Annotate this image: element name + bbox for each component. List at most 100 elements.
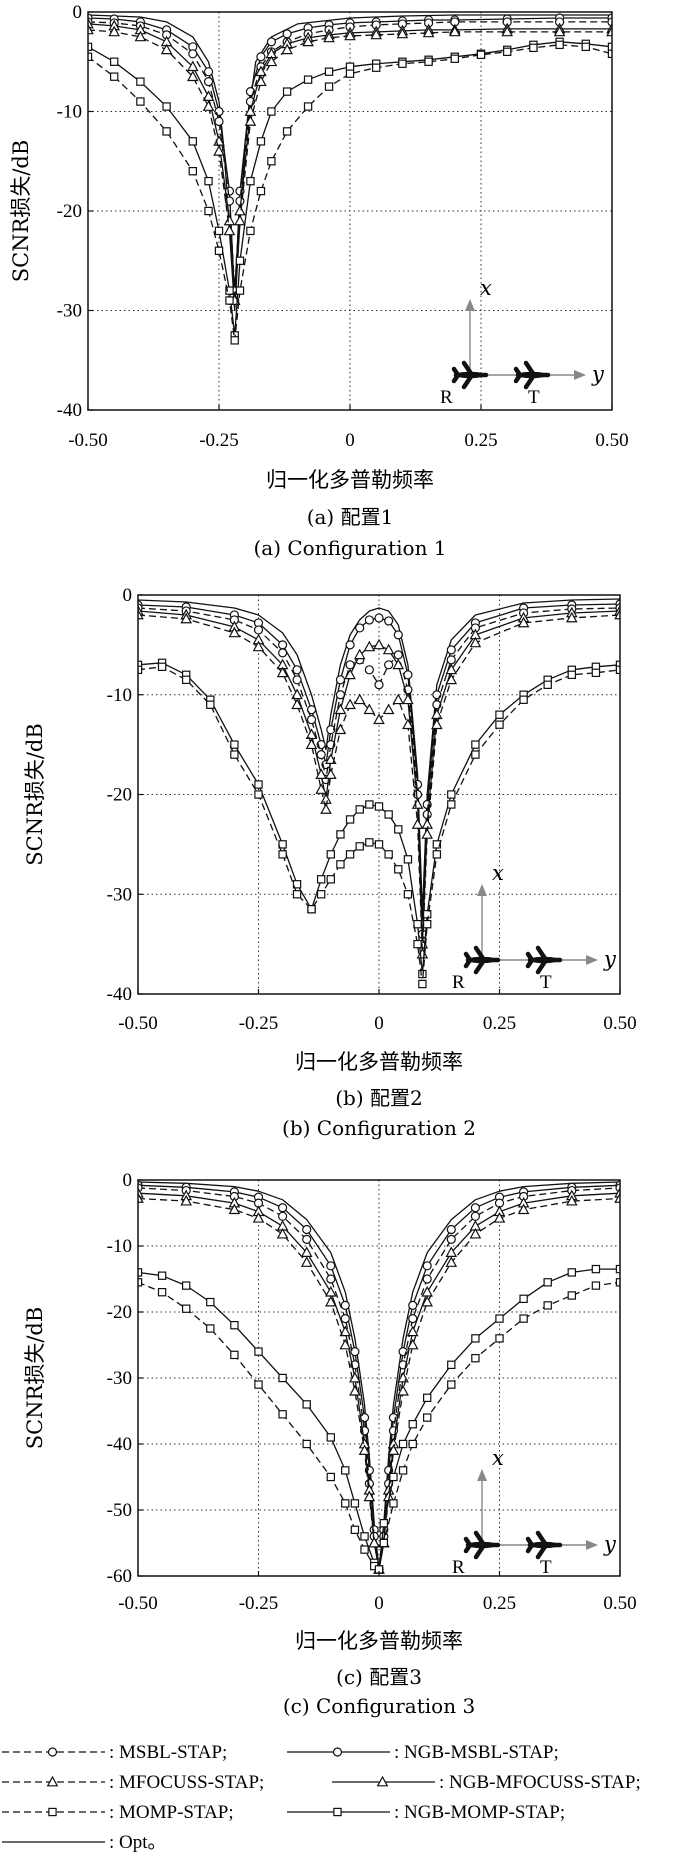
y-tick-label: -10 (57, 102, 82, 123)
data-point (450, 54, 460, 63)
data-point (234, 214, 246, 226)
data-point (254, 1347, 263, 1356)
chart-panel-1: x y R T -0.50 -0.25 0 0.25 0.50 0 -10 -20 -30 -40 归一化多… (9, 2, 629, 560)
data-point (470, 1211, 480, 1221)
data-point (336, 830, 345, 839)
data-point (495, 710, 504, 719)
data-point (495, 1334, 504, 1343)
data-point (162, 127, 171, 136)
y-tick-label: 0 (123, 1170, 133, 1191)
legend-entry: : MOMP-STAP; (2, 1802, 234, 1823)
data-point (565, 1194, 578, 1206)
data-point (235, 256, 245, 265)
transmitter-plane-icon (525, 945, 563, 975)
data-point (228, 1203, 241, 1215)
receiver-plane-icon (451, 360, 489, 390)
data-point (364, 615, 374, 625)
legend-label: : NGB-MOMP-STAP; (394, 1802, 565, 1823)
legend-entry: : MSBL-STAP; (2, 1742, 227, 1763)
data-point (109, 57, 119, 66)
caption-cn: (c) 配置3 (336, 1665, 422, 1689)
data-point (397, 1384, 409, 1396)
inset-r-label: R (452, 972, 465, 993)
data-point (384, 616, 394, 626)
data-point (360, 1545, 369, 1554)
data-point (353, 693, 366, 705)
data-point (326, 1472, 336, 1482)
data-point (323, 31, 335, 43)
data-point (206, 1297, 215, 1307)
data-point (382, 643, 395, 655)
x-tick-label: 0 (345, 430, 355, 451)
inset-y-axis-label: y (603, 1532, 617, 1556)
x-tick-label: 0 (374, 1593, 384, 1614)
data-point (471, 1353, 480, 1363)
data-point (203, 67, 214, 77)
data-point (244, 115, 257, 126)
x-axis-label: 归一化多普勒频率 (266, 468, 434, 492)
series-line-ngb-momp-stap (138, 662, 620, 975)
data-point (422, 1261, 432, 1271)
geometry-inset: x y R T (440, 276, 605, 408)
y-tick-label: -20 (57, 201, 82, 222)
data-point (188, 137, 197, 146)
series-line-ngb-msbl-stap (138, 1184, 620, 1571)
data-point (344, 698, 356, 710)
data-point (225, 296, 234, 305)
data-point (228, 626, 241, 638)
series-line-opt (88, 14, 612, 312)
data-point (615, 665, 620, 675)
data-point (384, 660, 394, 670)
data-point (350, 1346, 360, 1357)
data-point (365, 838, 374, 847)
y-tick-label: -10 (107, 685, 132, 706)
data-point (157, 1271, 167, 1280)
data-point (388, 1412, 399, 1423)
data-point (374, 680, 384, 690)
series-line-ngb-msbl-stap (88, 17, 612, 302)
data-point (421, 828, 434, 839)
data-point (422, 26, 435, 38)
data-point (282, 127, 292, 136)
data-point (138, 1278, 143, 1287)
data-point (225, 286, 234, 295)
data-point (345, 69, 355, 78)
data-point (316, 890, 326, 899)
data-point (302, 1224, 312, 1235)
data-point (350, 1525, 360, 1534)
grid (88, 12, 612, 410)
data-point (267, 107, 276, 116)
y-tick-label: -40 (57, 400, 82, 421)
data-point (324, 82, 334, 91)
data-point (180, 612, 193, 624)
x-tick-label: -0.50 (118, 1593, 158, 1614)
inset-x-axis-label: x (492, 1446, 504, 1470)
data-point (341, 1499, 350, 1508)
data-point (88, 23, 94, 35)
data-point (223, 224, 236, 236)
data-point (344, 668, 356, 680)
legend-label: : MOMP-STAP; (109, 1802, 234, 1823)
data-point (138, 608, 144, 620)
series-line-momp-stap (138, 1281, 620, 1571)
geometry-inset: x y R T (452, 861, 617, 993)
data-point (214, 226, 224, 236)
data-point (382, 703, 395, 715)
data-point (292, 665, 302, 675)
data-point (445, 1256, 458, 1267)
data-point (230, 740, 239, 749)
data-point (408, 1419, 417, 1429)
data-point (365, 800, 374, 809)
data-point (230, 1350, 239, 1360)
data-point (206, 700, 215, 709)
data-point (398, 59, 407, 68)
data-point (136, 77, 145, 86)
data-point (256, 52, 266, 62)
caption-en: (c) Configuration 3 (283, 1694, 475, 1718)
data-point (421, 818, 434, 829)
x-tick-label: -0.50 (118, 1013, 158, 1034)
y-tick-label: -50 (107, 1500, 132, 1521)
data-point (326, 725, 336, 735)
data-point (503, 47, 512, 57)
data-point (389, 1499, 398, 1508)
